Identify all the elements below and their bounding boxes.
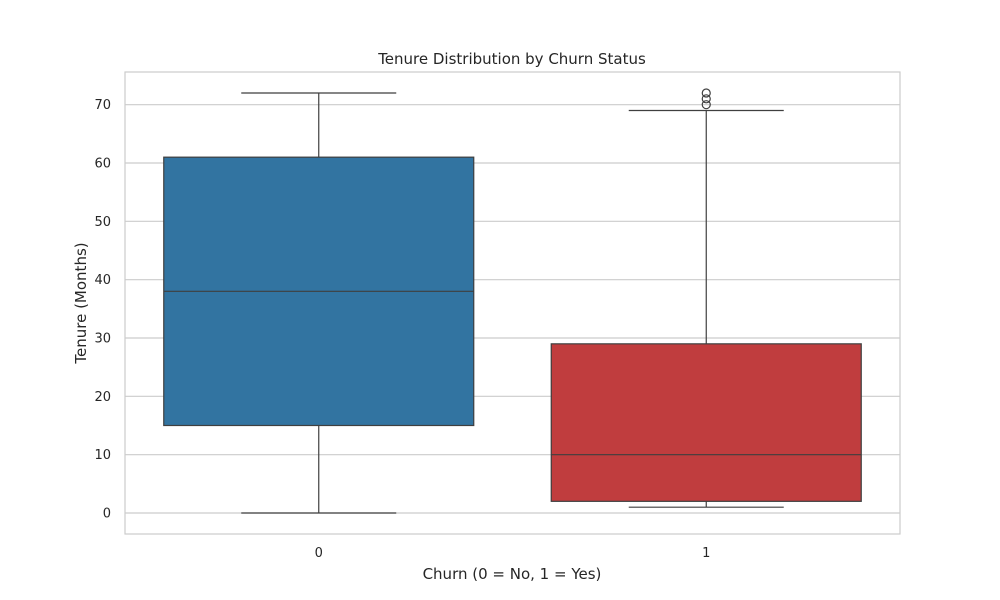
y-axis-label: Tenure (Months) (72, 242, 90, 364)
outlier-1-1 (701, 94, 711, 104)
box-1 (550, 88, 862, 508)
x-axis-label: Churn (0 = No, 1 = Yes) (423, 565, 602, 583)
y-tick-label-10: 10 (94, 448, 111, 463)
y-tick-label-50: 50 (94, 215, 111, 230)
x-tick-label-1: 1 (702, 546, 710, 561)
box-0 (163, 92, 475, 514)
y-tick-label-30: 30 (94, 332, 111, 347)
y-tick-label-60: 60 (94, 157, 111, 172)
y-tick-label-70: 70 (94, 98, 111, 113)
plot-frame (124, 71, 901, 535)
outlier-1-2 (701, 88, 711, 98)
outlier-1-0 (701, 100, 711, 110)
y-tick-label-20: 20 (94, 390, 111, 405)
chart-title: Tenure Distribution by Churn Status (377, 50, 646, 68)
y-tick-label-40: 40 (94, 273, 111, 288)
y-tick-label-0: 0 (103, 507, 111, 522)
y-axis-ticks: 0 10 20 30 40 50 60 70 (94, 98, 111, 521)
box-plots (163, 88, 862, 514)
iqr-box-1 (550, 343, 862, 502)
x-tick-label-0: 0 (315, 546, 323, 561)
